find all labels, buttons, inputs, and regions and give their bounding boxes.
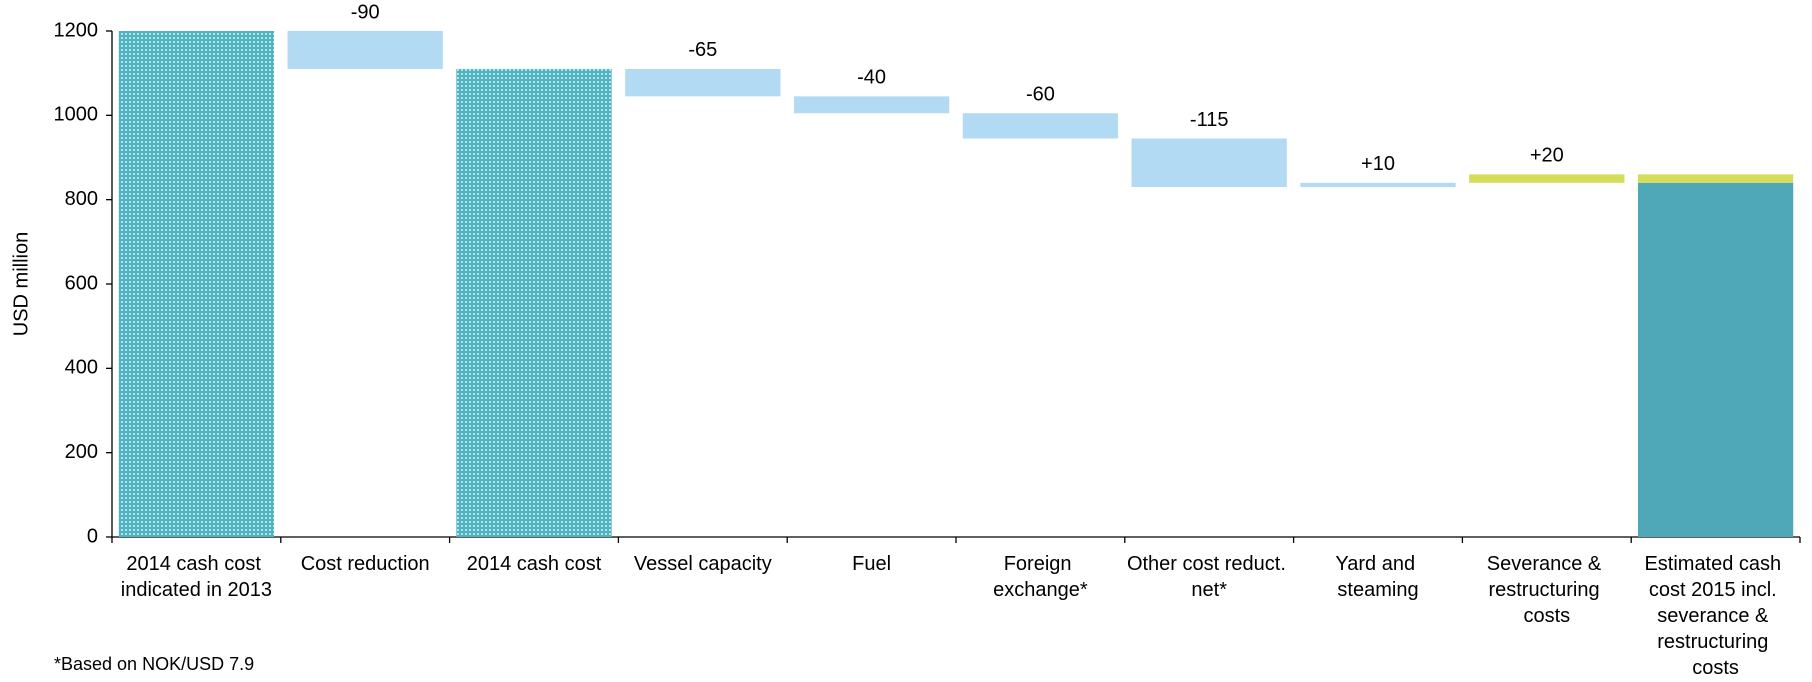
bar — [962, 113, 1119, 139]
x-tick-label: 2014 cash cost — [467, 553, 602, 575]
x-tick-label: Yard and steaming — [1335, 553, 1420, 601]
value-label: +20 — [1530, 145, 1564, 167]
y-tick-label: 1000 — [54, 104, 99, 126]
y-tick-label: 0 — [87, 525, 98, 547]
value-label: -90 — [351, 1, 380, 23]
x-tick-label: Vessel capacity — [634, 553, 772, 575]
y-axis-label: USD million — [10, 232, 32, 336]
bar-segment — [1637, 174, 1794, 183]
bar — [118, 31, 275, 537]
y-tick-label: 800 — [65, 188, 98, 210]
bar — [456, 68, 612, 537]
x-tick-label: Severance & restructuring costs — [1487, 553, 1607, 627]
bar — [1469, 174, 1625, 183]
bar — [793, 96, 950, 114]
x-tick-label: Fuel — [852, 553, 891, 575]
footnote: *Based on NOK/USD 7.9 — [54, 654, 254, 674]
bar — [1131, 138, 1287, 188]
y-tick-label: 1200 — [54, 19, 99, 41]
y-tick-label: 600 — [65, 272, 98, 294]
value-label: +10 — [1361, 153, 1395, 175]
x-tick-label: 2014 cash cost indicated in 2013 — [121, 553, 272, 601]
x-tick-label: Estimated cash cost 2015 incl. severance… — [1644, 553, 1786, 679]
value-label: -115 — [1190, 109, 1229, 131]
y-tick-label: 200 — [65, 441, 98, 463]
y-tick-label: 400 — [65, 357, 98, 379]
value-label: -60 — [1026, 84, 1055, 106]
x-tick-label: Foreign exchange* — [993, 553, 1088, 601]
value-label: -40 — [857, 67, 886, 89]
bar — [287, 31, 443, 69]
bar — [1300, 182, 1456, 188]
bar — [625, 68, 781, 97]
x-tick-label: Cost reduction — [301, 553, 430, 575]
bar — [1637, 182, 1794, 538]
value-label: -65 — [688, 39, 717, 61]
x-tick-label: Other cost reduct. net* — [1127, 553, 1292, 601]
